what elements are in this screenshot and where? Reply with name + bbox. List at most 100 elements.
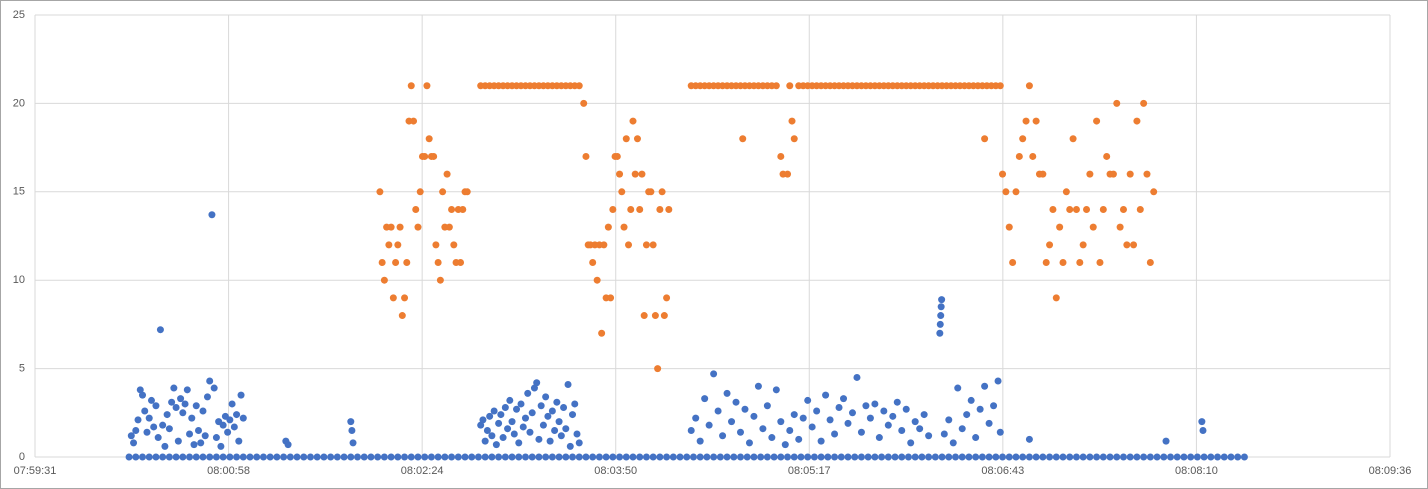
data-point — [253, 453, 261, 461]
data-point — [445, 223, 453, 231]
data-point — [286, 453, 294, 461]
data-point — [620, 223, 628, 231]
data-point — [159, 453, 167, 461]
data-point — [1079, 241, 1087, 249]
data-point — [844, 453, 852, 461]
data-point — [669, 453, 677, 461]
data-point — [898, 426, 906, 434]
data-point — [544, 412, 552, 420]
data-point — [866, 414, 874, 422]
data-point — [461, 453, 469, 461]
data-point — [555, 453, 563, 461]
data-point — [754, 382, 762, 390]
data-point — [535, 435, 543, 443]
data-point — [799, 414, 807, 422]
data-point — [546, 437, 554, 445]
data-point — [851, 453, 859, 461]
data-point — [183, 386, 191, 394]
data-point — [1059, 453, 1067, 461]
data-point — [940, 430, 948, 438]
data-point — [228, 400, 236, 408]
data-point — [273, 453, 281, 461]
data-point — [1146, 259, 1154, 267]
data-point — [132, 426, 140, 434]
data-point — [1133, 453, 1141, 461]
data-point — [414, 453, 422, 461]
data-point — [1042, 259, 1050, 267]
data-point — [501, 453, 509, 461]
data-point — [230, 423, 238, 431]
data-point — [654, 365, 662, 373]
data-point — [777, 453, 785, 461]
data-point — [1140, 453, 1148, 461]
data-point — [736, 453, 744, 461]
data-point — [911, 453, 919, 461]
data-point — [181, 400, 189, 408]
data-point — [640, 312, 648, 320]
data-point — [609, 205, 617, 213]
data-point — [327, 453, 335, 461]
data-point — [633, 135, 641, 143]
data-point — [1012, 188, 1020, 196]
data-point — [206, 377, 214, 385]
data-point — [976, 405, 984, 413]
data-point — [937, 312, 945, 320]
data-point — [898, 453, 906, 461]
data-point — [622, 453, 630, 461]
data-point — [528, 409, 536, 417]
data-point — [569, 453, 577, 461]
data-point — [658, 188, 666, 196]
data-point — [808, 423, 816, 431]
data-point — [457, 259, 465, 267]
data-point — [1076, 259, 1084, 267]
data-point — [739, 135, 747, 143]
data-point — [1220, 453, 1228, 461]
data-point — [616, 170, 624, 178]
data-point — [1119, 205, 1127, 213]
data-point — [788, 117, 796, 125]
data-point — [165, 425, 173, 433]
data-point — [710, 453, 718, 461]
data-point — [515, 453, 523, 461]
data-point — [1086, 453, 1094, 461]
data-point — [170, 384, 178, 392]
data-point — [683, 453, 691, 461]
data-point — [573, 430, 581, 438]
data-point — [1062, 188, 1070, 196]
data-point — [235, 437, 243, 445]
data-point — [770, 453, 778, 461]
data-point — [486, 412, 494, 420]
data-point — [701, 395, 709, 403]
data-point — [454, 453, 462, 461]
data-point — [665, 205, 673, 213]
data-point — [430, 152, 438, 160]
data-point — [911, 418, 919, 426]
data-point — [728, 418, 736, 426]
data-point — [1032, 453, 1040, 461]
data-point — [1059, 259, 1067, 267]
data-point — [412, 205, 420, 213]
data-point — [488, 432, 496, 440]
data-point — [416, 188, 424, 196]
data-point — [1056, 223, 1064, 231]
data-point — [504, 425, 512, 433]
data-point — [631, 170, 639, 178]
data-point — [246, 453, 254, 461]
data-point — [1022, 117, 1030, 125]
data-point — [600, 241, 608, 249]
data-point — [1019, 135, 1027, 143]
data-point — [736, 428, 744, 436]
data-point — [781, 441, 789, 449]
data-point — [981, 382, 989, 390]
data-point — [459, 205, 467, 213]
data-point — [1015, 152, 1023, 160]
data-point — [710, 370, 718, 378]
data-point — [425, 135, 433, 143]
data-point — [629, 117, 637, 125]
data-point — [436, 276, 444, 284]
data-point — [1083, 205, 1091, 213]
x-tick-label: 08:08:10 — [1175, 465, 1218, 477]
data-point — [582, 453, 590, 461]
data-point — [156, 326, 164, 334]
data-point — [938, 453, 946, 461]
